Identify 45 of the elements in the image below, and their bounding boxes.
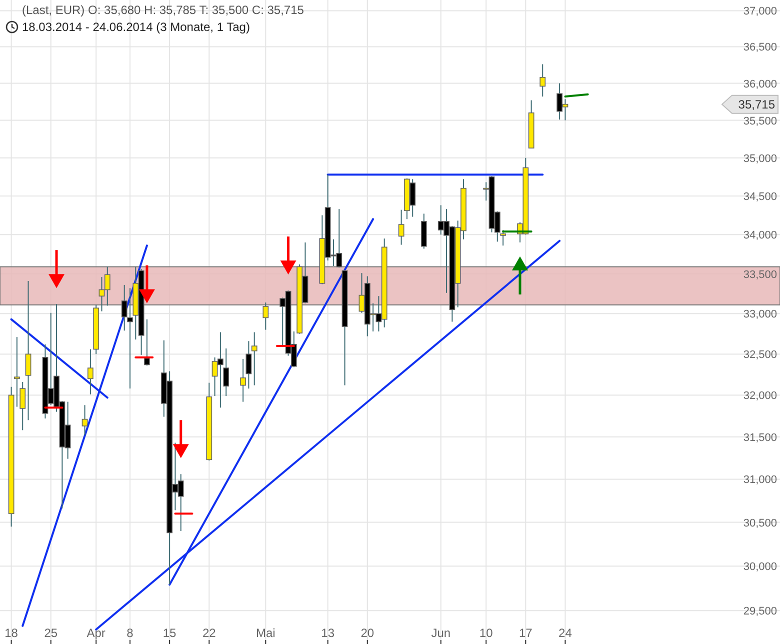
y-tick-label: 33,000 xyxy=(743,308,777,321)
x-tick-label: 10 xyxy=(479,626,494,640)
chart-title: (Last, EUR) O: 35,680 H: 35,785 T: 35,500 C: 35,715 xyxy=(22,3,304,17)
candlestick xyxy=(251,332,258,386)
y-tick-label: 34,000 xyxy=(743,230,777,242)
candlestick xyxy=(246,340,252,390)
y-tick-label: 36,500 xyxy=(743,42,777,54)
candlestick xyxy=(398,209,404,246)
x-tick-label: 25 xyxy=(44,626,58,640)
candlestick xyxy=(87,348,94,395)
candlestick xyxy=(82,404,88,436)
y-tick-label: 35,500 xyxy=(743,115,777,128)
candlestick xyxy=(540,64,546,98)
x-tick-label: 17 xyxy=(518,626,533,640)
candlestick xyxy=(25,280,32,421)
y-tick-label: 31,500 xyxy=(743,432,777,444)
y-tick-label: 32,000 xyxy=(743,390,777,402)
y-tick-label: 30,500 xyxy=(743,517,777,530)
y-tick-label: 37,000 xyxy=(743,6,777,18)
x-tick-label: Mai xyxy=(256,626,276,640)
y-tick-label: 29,500 xyxy=(743,606,777,618)
x-tick-label: Apr xyxy=(86,626,106,640)
text: 18.03.2014 - 24.06.2014 (3 Monate, 1 Tag) xyxy=(22,20,250,34)
candlestick xyxy=(20,381,26,431)
x-tick-label: 8 xyxy=(126,626,134,640)
y-tick-label: 36,000 xyxy=(743,78,777,90)
y-tick-label: 31,000 xyxy=(743,474,777,486)
y-tick-label: 33,500 xyxy=(743,268,777,281)
x-tick-label: 18 xyxy=(4,626,18,640)
x-tick-label: Jun xyxy=(431,626,451,640)
x-tick-label: 15 xyxy=(162,626,177,640)
y-tick-label: 34,500 xyxy=(743,190,777,203)
candlestick xyxy=(262,302,269,330)
candlestick xyxy=(144,318,150,366)
x-tick-label: 22 xyxy=(202,626,216,640)
x-tick-label: 20 xyxy=(360,626,374,640)
y-tick-label: 30,000 xyxy=(743,561,777,574)
candlestick xyxy=(240,358,246,402)
x-tick-label: 24 xyxy=(558,626,572,640)
annotation: 35,715 xyxy=(738,97,776,112)
y-tick-label: 35,000 xyxy=(743,152,777,165)
candlestick xyxy=(223,348,230,396)
y-tick-label: 32,500 xyxy=(743,349,777,362)
candlestick xyxy=(14,336,20,408)
x-tick-label: 13 xyxy=(321,626,335,640)
